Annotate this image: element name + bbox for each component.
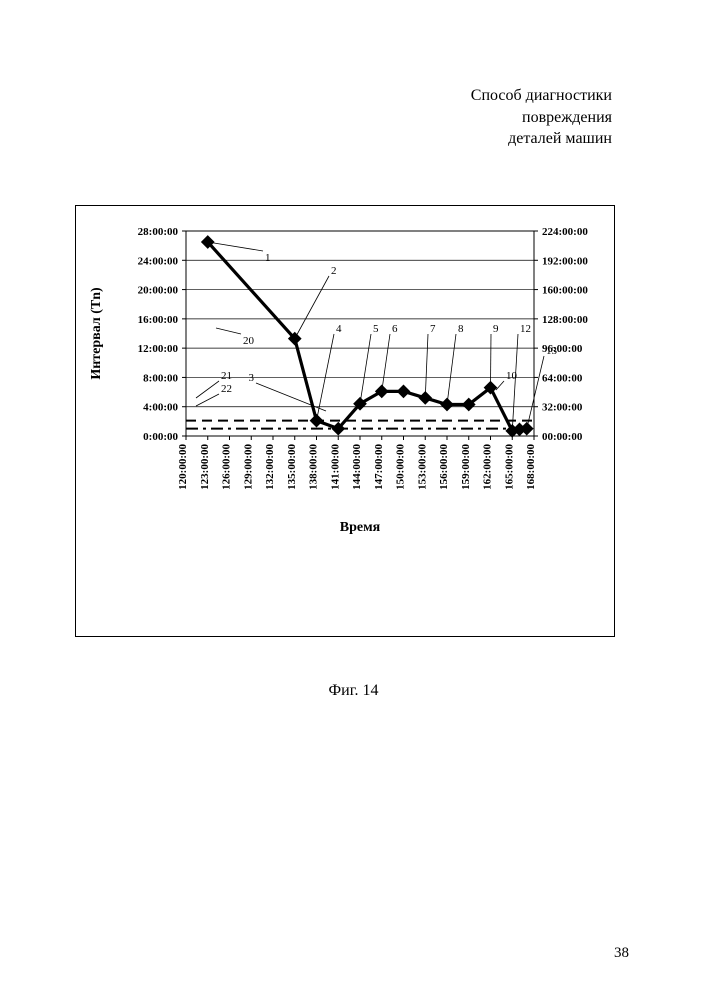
svg-text:147:00:00: 147:00:00 [373,444,385,490]
svg-text:2: 2 [331,265,337,277]
svg-text:153:00:00: 153:00:00 [416,444,428,490]
svg-text:20:00:00: 20:00:00 [138,285,179,297]
svg-text:168:00:00: 168:00:00 [525,444,537,490]
svg-text:21: 21 [221,370,232,382]
svg-text:165:00:00: 165:00:00 [503,444,515,490]
header-line-1: Способ диагностики [471,85,612,107]
svg-text:0:00:00: 0:00:00 [143,431,178,443]
page-number: 38 [614,945,629,962]
document-header: Способ диагностики повреждения деталей м… [471,85,612,150]
chart-svg: 0:00:00 00:00:00 4:00:00 32:00:00 8:00:00 64:… [76,206,614,636]
svg-text:12:00:00: 12:00:00 [138,343,179,355]
svg-text:5: 5 [373,323,379,335]
svg-text:144:00:00: 144:00:00 [351,444,363,490]
svg-text:129:00:00: 129:00:00 [242,444,254,490]
svg-text:8:00:00: 8:00:00 [143,372,178,384]
svg-text:8: 8 [458,323,464,335]
svg-text:150:00:00: 150:00:00 [395,444,407,490]
svg-text:3: 3 [249,372,255,384]
svg-text:9: 9 [493,323,499,335]
svg-text:7: 7 [430,323,436,335]
svg-text:22: 22 [221,383,232,395]
header-line-3: деталей машин [471,128,612,150]
svg-text:159:00:00: 159:00:00 [460,444,472,490]
svg-text:24:00:00: 24:00:00 [138,255,179,267]
svg-text:138:00:00: 138:00:00 [308,444,320,490]
svg-text:126:00:00: 126:00:00 [221,444,233,490]
header-line-2: повреждения [471,107,612,129]
svg-text:128:00:00: 128:00:00 [542,314,588,326]
svg-text:141:00:00: 141:00:00 [329,444,341,490]
svg-text:20: 20 [243,335,255,347]
svg-text:16:00:00: 16:00:00 [138,314,179,326]
svg-text:00:00:00: 00:00:00 [542,431,583,443]
svg-text:Интервал (Tn): Интервал (Tn) [89,287,104,380]
svg-text:132:00:00: 132:00:00 [264,444,276,490]
svg-text:4: 4 [336,323,342,335]
svg-text:Время: Время [340,520,381,535]
svg-text:1: 1 [265,252,271,264]
svg-text:192:00:00: 192:00:00 [542,255,588,267]
svg-text:6: 6 [392,323,398,335]
svg-text:13: 13 [546,345,558,357]
svg-text:160:00:00: 160:00:00 [542,285,588,297]
figure-caption: Фиг. 14 [0,682,707,700]
svg-text:12: 12 [520,323,531,335]
svg-text:224:00:00: 224:00:00 [542,226,588,238]
svg-text:123:00:00: 123:00:00 [199,444,211,490]
svg-text:32:00:00: 32:00:00 [542,402,583,414]
svg-text:162:00:00: 162:00:00 [482,444,494,490]
chart-container: 0:00:00 00:00:00 4:00:00 32:00:00 8:00:00 64:… [75,205,615,637]
svg-text:4:00:00: 4:00:00 [143,402,178,414]
svg-text:64:00:00: 64:00:00 [542,372,583,384]
svg-text:120:00:00: 120:00:00 [177,444,189,490]
svg-text:28:00:00: 28:00:00 [138,226,179,238]
svg-text:156:00:00: 156:00:00 [438,444,450,490]
svg-text:135:00:00: 135:00:00 [286,444,298,490]
